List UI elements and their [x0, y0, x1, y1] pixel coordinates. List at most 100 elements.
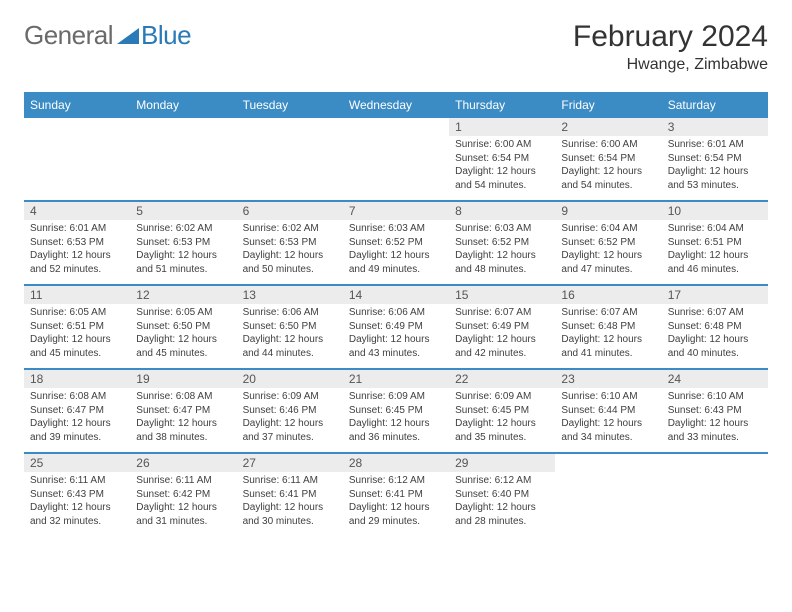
day-cell: 9Sunrise: 6:04 AMSunset: 6:52 PMDaylight…: [555, 201, 661, 285]
day-body: Sunrise: 6:01 AMSunset: 6:54 PMDaylight:…: [662, 136, 768, 200]
day-body: Sunrise: 6:05 AMSunset: 6:50 PMDaylight:…: [130, 304, 236, 368]
day-cell: 20Sunrise: 6:09 AMSunset: 6:46 PMDayligh…: [237, 369, 343, 453]
day-header-row: SundayMondayTuesdayWednesdayThursdayFrid…: [24, 93, 768, 117]
day-number: 6: [237, 202, 343, 220]
logo-text-1: General: [24, 20, 113, 51]
day-number: 17: [662, 286, 768, 304]
day-cell: 6Sunrise: 6:02 AMSunset: 6:53 PMDaylight…: [237, 201, 343, 285]
day-body: Sunrise: 6:00 AMSunset: 6:54 PMDaylight:…: [449, 136, 555, 200]
day-number: 11: [24, 286, 130, 304]
day-body: Sunrise: 6:10 AMSunset: 6:43 PMDaylight:…: [662, 388, 768, 452]
day-header: Saturday: [662, 93, 768, 117]
day-cell: 27Sunrise: 6:11 AMSunset: 6:41 PMDayligh…: [237, 453, 343, 536]
title-block: February 2024 Hwange, Zimbabwe: [573, 20, 768, 74]
day-number: 27: [237, 454, 343, 472]
day-body: Sunrise: 6:10 AMSunset: 6:44 PMDaylight:…: [555, 388, 661, 452]
day-cell: 17Sunrise: 6:07 AMSunset: 6:48 PMDayligh…: [662, 285, 768, 369]
day-body: Sunrise: 6:01 AMSunset: 6:53 PMDaylight:…: [24, 220, 130, 284]
day-body: Sunrise: 6:03 AMSunset: 6:52 PMDaylight:…: [343, 220, 449, 284]
day-cell: 4Sunrise: 6:01 AMSunset: 6:53 PMDaylight…: [24, 201, 130, 285]
day-cell: 26Sunrise: 6:11 AMSunset: 6:42 PMDayligh…: [130, 453, 236, 536]
day-cell: 12Sunrise: 6:05 AMSunset: 6:50 PMDayligh…: [130, 285, 236, 369]
day-cell: 1Sunrise: 6:00 AMSunset: 6:54 PMDaylight…: [449, 117, 555, 201]
day-number: 9: [555, 202, 661, 220]
day-number: 2: [555, 118, 661, 136]
day-body: Sunrise: 6:05 AMSunset: 6:51 PMDaylight:…: [24, 304, 130, 368]
logo: General Blue: [24, 20, 191, 51]
day-number: 25: [24, 454, 130, 472]
day-header: Sunday: [24, 93, 130, 117]
day-number: 12: [130, 286, 236, 304]
day-cell: 11Sunrise: 6:05 AMSunset: 6:51 PMDayligh…: [24, 285, 130, 369]
day-number: 1: [449, 118, 555, 136]
day-header: Wednesday: [343, 93, 449, 117]
day-body: Sunrise: 6:08 AMSunset: 6:47 PMDaylight:…: [130, 388, 236, 452]
day-number: 3: [662, 118, 768, 136]
day-body: Sunrise: 6:08 AMSunset: 6:47 PMDaylight:…: [24, 388, 130, 452]
day-body: Sunrise: 6:12 AMSunset: 6:41 PMDaylight:…: [343, 472, 449, 536]
day-number: 29: [449, 454, 555, 472]
day-cell: 3Sunrise: 6:01 AMSunset: 6:54 PMDaylight…: [662, 117, 768, 201]
logo-triangle-icon: [117, 20, 139, 51]
day-body: Sunrise: 6:11 AMSunset: 6:43 PMDaylight:…: [24, 472, 130, 536]
day-cell: 13Sunrise: 6:06 AMSunset: 6:50 PMDayligh…: [237, 285, 343, 369]
day-cell: 28Sunrise: 6:12 AMSunset: 6:41 PMDayligh…: [343, 453, 449, 536]
day-number: 22: [449, 370, 555, 388]
day-cell: [130, 117, 236, 201]
day-cell: 14Sunrise: 6:06 AMSunset: 6:49 PMDayligh…: [343, 285, 449, 369]
day-cell: 23Sunrise: 6:10 AMSunset: 6:44 PMDayligh…: [555, 369, 661, 453]
day-cell: 19Sunrise: 6:08 AMSunset: 6:47 PMDayligh…: [130, 369, 236, 453]
day-cell: 18Sunrise: 6:08 AMSunset: 6:47 PMDayligh…: [24, 369, 130, 453]
day-cell: [343, 117, 449, 201]
day-cell: 2Sunrise: 6:00 AMSunset: 6:54 PMDaylight…: [555, 117, 661, 201]
day-number: 14: [343, 286, 449, 304]
week-row: 4Sunrise: 6:01 AMSunset: 6:53 PMDaylight…: [24, 201, 768, 285]
day-number: 24: [662, 370, 768, 388]
location: Hwange, Zimbabwe: [573, 56, 768, 74]
day-body: Sunrise: 6:07 AMSunset: 6:48 PMDaylight:…: [662, 304, 768, 368]
week-row: 18Sunrise: 6:08 AMSunset: 6:47 PMDayligh…: [24, 369, 768, 453]
day-number: 20: [237, 370, 343, 388]
logo-text-2: Blue: [141, 20, 191, 51]
day-number: 15: [449, 286, 555, 304]
day-body: Sunrise: 6:11 AMSunset: 6:42 PMDaylight:…: [130, 472, 236, 536]
day-cell: [555, 453, 661, 536]
day-number: 5: [130, 202, 236, 220]
day-body: Sunrise: 6:06 AMSunset: 6:49 PMDaylight:…: [343, 304, 449, 368]
day-cell: [237, 117, 343, 201]
day-body: Sunrise: 6:03 AMSunset: 6:52 PMDaylight:…: [449, 220, 555, 284]
day-body: Sunrise: 6:02 AMSunset: 6:53 PMDaylight:…: [130, 220, 236, 284]
day-number: 16: [555, 286, 661, 304]
day-number: 19: [130, 370, 236, 388]
day-cell: 15Sunrise: 6:07 AMSunset: 6:49 PMDayligh…: [449, 285, 555, 369]
day-body: Sunrise: 6:02 AMSunset: 6:53 PMDaylight:…: [237, 220, 343, 284]
week-row: 11Sunrise: 6:05 AMSunset: 6:51 PMDayligh…: [24, 285, 768, 369]
day-body: Sunrise: 6:09 AMSunset: 6:45 PMDaylight:…: [343, 388, 449, 452]
day-body: Sunrise: 6:04 AMSunset: 6:51 PMDaylight:…: [662, 220, 768, 284]
day-cell: 16Sunrise: 6:07 AMSunset: 6:48 PMDayligh…: [555, 285, 661, 369]
day-cell: 8Sunrise: 6:03 AMSunset: 6:52 PMDaylight…: [449, 201, 555, 285]
day-header: Thursday: [449, 93, 555, 117]
day-cell: 22Sunrise: 6:09 AMSunset: 6:45 PMDayligh…: [449, 369, 555, 453]
week-row: 1Sunrise: 6:00 AMSunset: 6:54 PMDaylight…: [24, 117, 768, 201]
day-cell: 25Sunrise: 6:11 AMSunset: 6:43 PMDayligh…: [24, 453, 130, 536]
day-number: 26: [130, 454, 236, 472]
day-header: Friday: [555, 93, 661, 117]
day-cell: 24Sunrise: 6:10 AMSunset: 6:43 PMDayligh…: [662, 369, 768, 453]
day-number: 8: [449, 202, 555, 220]
day-body: Sunrise: 6:11 AMSunset: 6:41 PMDaylight:…: [237, 472, 343, 536]
day-cell: [662, 453, 768, 536]
day-number: 18: [24, 370, 130, 388]
day-number: 10: [662, 202, 768, 220]
calendar-table: SundayMondayTuesdayWednesdayThursdayFrid…: [24, 92, 768, 536]
day-number: 23: [555, 370, 661, 388]
day-number: 21: [343, 370, 449, 388]
day-header: Monday: [130, 93, 236, 117]
week-row: 25Sunrise: 6:11 AMSunset: 6:43 PMDayligh…: [24, 453, 768, 536]
day-cell: 21Sunrise: 6:09 AMSunset: 6:45 PMDayligh…: [343, 369, 449, 453]
day-number: 4: [24, 202, 130, 220]
day-number: 28: [343, 454, 449, 472]
month-title: February 2024: [573, 20, 768, 54]
day-number: 13: [237, 286, 343, 304]
day-body: Sunrise: 6:09 AMSunset: 6:45 PMDaylight:…: [449, 388, 555, 452]
